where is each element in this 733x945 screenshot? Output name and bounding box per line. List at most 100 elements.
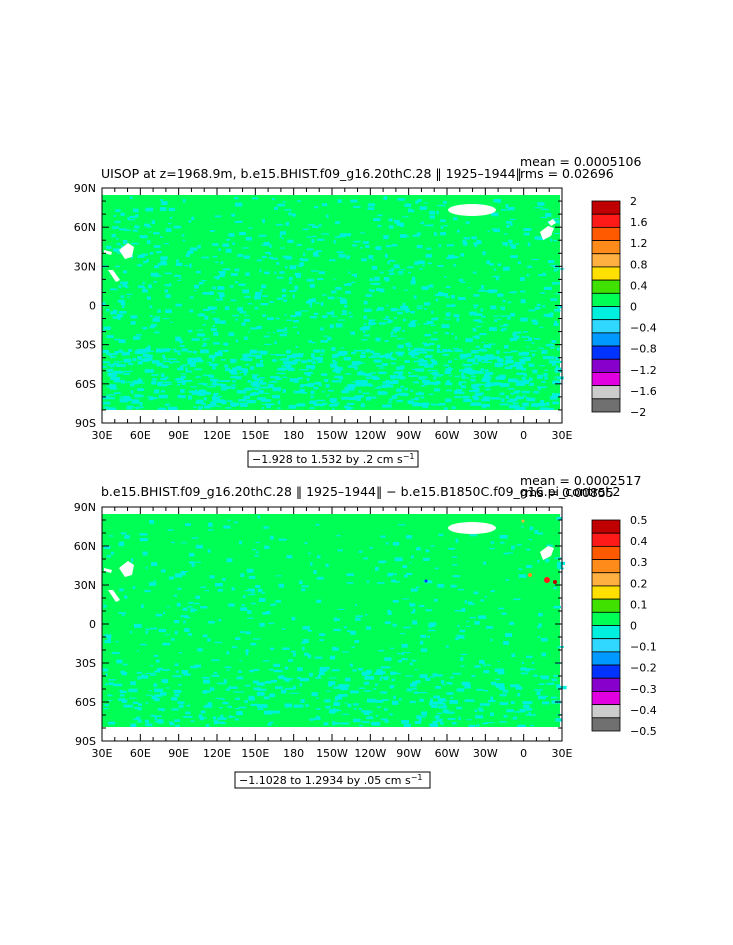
noise-speck	[420, 634, 427, 638]
noise-speck	[259, 598, 266, 602]
noise-speck	[340, 722, 349, 725]
noise-speck	[113, 361, 123, 363]
noise-speck	[490, 712, 495, 716]
noise-speck	[532, 661, 535, 664]
noise-speck	[344, 304, 348, 308]
noise-speck	[248, 380, 252, 383]
noise-speck	[516, 544, 522, 546]
noise-speck	[208, 374, 215, 378]
noise-speck	[306, 278, 315, 282]
noise-speck	[481, 285, 484, 289]
noise-speck	[392, 395, 398, 399]
noise-speck	[108, 354, 112, 356]
noise-speck	[168, 576, 174, 580]
noise-speck	[419, 605, 425, 607]
noise-speck	[120, 541, 124, 544]
noise-speck	[333, 686, 341, 689]
noise-speck	[151, 562, 158, 566]
noise-speck	[231, 372, 238, 375]
noise-speck	[276, 262, 280, 265]
noise-speck	[115, 209, 121, 212]
noise-speck	[553, 266, 559, 268]
lat-label: 60S	[75, 696, 96, 709]
noise-speck	[228, 715, 233, 718]
noise-speck	[299, 580, 303, 585]
noise-speck	[554, 376, 561, 378]
noise-speck	[429, 372, 438, 374]
noise-speck	[352, 244, 358, 247]
noise-speck	[212, 716, 217, 720]
noise-speck	[452, 672, 461, 675]
noise-speck	[203, 324, 206, 326]
noise-speck	[517, 261, 521, 265]
noise-speck	[207, 306, 215, 310]
noise-speck	[238, 399, 247, 402]
noise-speck	[379, 322, 386, 325]
noise-speck	[127, 296, 130, 298]
noise-speck	[520, 290, 526, 293]
noise-speck	[485, 388, 491, 391]
noise-speck	[110, 551, 115, 555]
noise-speck	[474, 621, 480, 625]
noise-speck	[112, 226, 119, 229]
noise-speck	[429, 701, 438, 704]
noise-speck	[412, 368, 418, 370]
noise-speck	[537, 374, 543, 379]
noise-speck	[361, 721, 370, 723]
noise-speck	[104, 704, 109, 707]
noise-speck	[212, 357, 215, 362]
noise-speck	[166, 606, 171, 608]
noise-speck	[365, 717, 374, 720]
noise-speck	[401, 652, 404, 655]
noise-speck	[138, 285, 145, 288]
noise-speck	[221, 400, 227, 405]
noise-speck	[444, 318, 451, 320]
noise-speck	[214, 319, 219, 324]
noise-speck	[386, 304, 389, 307]
noise-speck	[160, 377, 167, 381]
noise-speck	[556, 376, 564, 380]
noise-speck	[188, 220, 192, 223]
noise-speck	[109, 353, 118, 356]
noise-speck	[553, 605, 561, 609]
noise-speck	[212, 366, 216, 370]
noise-speck	[452, 406, 455, 410]
noise-speck	[371, 721, 381, 726]
noise-speck	[465, 626, 471, 627]
noise-speck	[458, 297, 466, 300]
noise-speck	[145, 628, 150, 631]
noise-speck	[442, 349, 448, 352]
noise-speck	[521, 661, 525, 664]
map-2	[101, 506, 567, 742]
noise-speck	[245, 631, 251, 635]
noise-speck	[164, 376, 169, 379]
noise-speck	[333, 628, 341, 632]
noise-speck	[538, 274, 542, 277]
noise-speck	[469, 311, 477, 316]
noise-speck	[244, 315, 249, 317]
noise-speck	[429, 723, 439, 727]
noise-speck	[115, 351, 119, 355]
noise-speck	[338, 254, 346, 258]
noise-speck	[355, 380, 361, 383]
noise-speck	[106, 335, 114, 338]
noise-speck	[282, 376, 288, 379]
noise-speck	[199, 716, 204, 721]
colorbar-label: −0.3	[630, 683, 657, 696]
noise-speck	[353, 718, 361, 723]
noise-speck	[190, 363, 195, 367]
noise-speck	[302, 228, 309, 231]
noise-speck	[464, 367, 473, 371]
noise-speck	[306, 372, 311, 377]
noise-speck	[123, 704, 133, 708]
noise-speck	[433, 404, 442, 406]
noise-speck	[349, 664, 352, 666]
noise-speck	[118, 349, 123, 353]
noise-speck	[169, 216, 173, 219]
noise-speck	[157, 719, 163, 721]
noise-speck	[414, 669, 419, 671]
noise-speck	[180, 542, 187, 544]
noise-speck	[336, 709, 342, 712]
noise-speck	[397, 311, 403, 315]
noise-speck	[324, 378, 329, 382]
